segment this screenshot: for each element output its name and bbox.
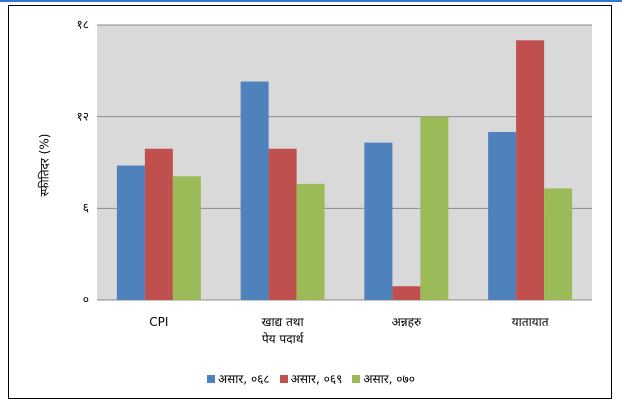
y-axis-title: स्फीतिदर (%) — [37, 133, 52, 197]
legend-item: असार, ०६८ — [207, 370, 270, 387]
legend-swatch — [279, 374, 288, 383]
bar — [268, 148, 297, 300]
chart-frame — [8, 5, 612, 399]
y-tick-label: ० — [82, 292, 89, 307]
legend-swatch — [352, 374, 361, 383]
legend-label: असार, ०६९ — [290, 372, 343, 386]
bar — [296, 183, 325, 300]
legend-label: असार, ०६८ — [218, 372, 270, 386]
bar — [240, 81, 269, 301]
bar — [116, 165, 145, 300]
bar — [544, 188, 573, 300]
x-tick-label: अन्नहरु — [391, 315, 422, 329]
legend: असार, ०६८ असार, ०६९ असार, ०७० — [0, 370, 622, 387]
bar — [144, 148, 173, 300]
bar — [172, 176, 201, 300]
y-tick-label: १८ — [76, 17, 89, 32]
window-edge — [0, 0, 622, 2]
y-tick-label: ६ — [82, 200, 89, 215]
x-tick-label: CPI — [149, 315, 169, 329]
bar — [488, 131, 517, 300]
bar — [420, 116, 449, 301]
y-tick-label: १२ — [76, 109, 89, 124]
bar — [392, 286, 421, 300]
x-tick-label: यातायात — [511, 315, 549, 329]
legend-item: असार, ०६९ — [279, 370, 343, 387]
legend-item: असार, ०७० — [352, 370, 415, 387]
x-tick-label: खाद्य तथा पेय पदार्थ — [261, 315, 304, 346]
legend-label: असार, ०७० — [363, 372, 415, 386]
bar — [516, 40, 545, 301]
bar — [364, 142, 393, 300]
legend-swatch — [207, 374, 216, 383]
